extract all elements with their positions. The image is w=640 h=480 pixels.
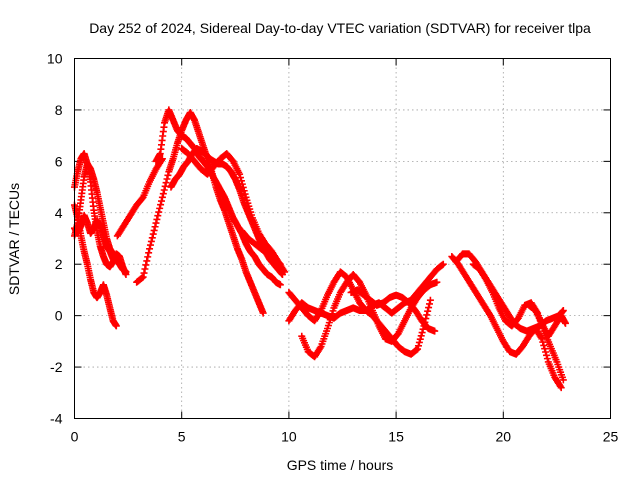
y-tick-label: 2 (55, 256, 63, 272)
data-point-interp (316, 344, 324, 352)
data-point (439, 260, 447, 268)
data-point-interp (424, 307, 432, 315)
data-point (112, 322, 120, 330)
data-point (139, 273, 147, 281)
data-point-interp (153, 215, 161, 223)
data-point-interp (162, 179, 170, 187)
data-point-interp (155, 208, 163, 216)
data-point-interp (140, 269, 148, 277)
data-point-interp (156, 204, 164, 212)
data-point-interp (147, 237, 155, 245)
data-point-interp (238, 180, 246, 188)
y-tick-label: 4 (55, 205, 63, 221)
x-axis-label: GPS time / hours (287, 457, 394, 473)
data-point-interp (146, 241, 154, 249)
data-point-interp (150, 226, 158, 234)
data-point-interp (543, 355, 551, 363)
data-point-interp (280, 266, 288, 274)
y-tick-label: -2 (50, 359, 63, 375)
data-point-interp (416, 335, 424, 343)
x-tick-label: 5 (178, 429, 186, 445)
data-point-interp (144, 253, 152, 261)
data-point (538, 335, 546, 343)
data-point-interp (542, 348, 550, 356)
data-point-interp (142, 261, 150, 269)
data-point-interp (145, 249, 153, 257)
data-point-interp (157, 197, 165, 205)
y-tick-label: 0 (55, 308, 63, 324)
data-points (71, 106, 569, 392)
data-point-interp (149, 230, 157, 238)
data-point-interp (143, 257, 151, 265)
data-point-interp (148, 234, 156, 242)
x-tick-label: 15 (388, 429, 404, 445)
data-point (146, 245, 154, 253)
y-tick-label: -4 (50, 411, 63, 427)
data-point-interp (418, 329, 426, 337)
data-point-interp (415, 338, 423, 346)
data-point-interp (154, 212, 162, 220)
data-point-interp (157, 201, 165, 209)
plot-frame (74, 58, 611, 419)
data-point-interp (542, 351, 550, 359)
data-point-interp (237, 174, 245, 182)
data-point-interp (316, 308, 324, 316)
data-point-interp (141, 265, 149, 273)
data-point (414, 345, 422, 353)
data-point (158, 193, 166, 201)
data-point-interp (541, 345, 549, 353)
data-point-interp (151, 223, 159, 231)
chart-title: Day 252 of 2024, Sidereal Day-to-day VTE… (89, 20, 591, 36)
y-tick-label: 10 (47, 51, 63, 67)
data-point (559, 307, 567, 314)
y-tick-labels: -4 -2 0 2 4 6 8 10 (47, 51, 63, 427)
y-tick-label: 6 (55, 153, 63, 169)
data-point-interp (160, 186, 168, 194)
data-point (426, 296, 434, 304)
x-tick-labels: 0 5 10 15 20 25 (71, 429, 619, 445)
data-point (559, 376, 567, 384)
data-point (122, 268, 130, 276)
x-tick-label: 10 (281, 429, 297, 445)
y-tick-label: 8 (55, 102, 63, 118)
data-point (152, 219, 160, 227)
data-point (433, 278, 441, 286)
x-tick-label: 25 (603, 429, 619, 445)
data-point (431, 327, 439, 335)
data-point-interp (241, 190, 249, 198)
data-point (276, 281, 284, 289)
data-point (281, 268, 289, 276)
data-point-interp (163, 175, 171, 183)
x-tick-label: 0 (71, 429, 79, 445)
y-axis-label: SDTVAR / TECUs (6, 183, 22, 295)
data-point-interp (417, 332, 425, 340)
x-tick-label: 20 (496, 429, 512, 445)
data-point-interp (159, 190, 167, 198)
data-point-interp (240, 187, 248, 195)
data-point (557, 384, 565, 392)
data-point-interp (237, 177, 245, 185)
data-point-interp (414, 342, 422, 350)
data-point-interp (164, 171, 172, 179)
data-point-interp (425, 300, 433, 308)
data-point-interp (239, 183, 247, 191)
data-point (561, 319, 569, 327)
data-point (276, 260, 284, 268)
data-point (109, 255, 117, 263)
data-point (236, 170, 244, 178)
data-point-interp (556, 382, 564, 390)
data-point (259, 309, 267, 317)
data-point-interp (423, 311, 431, 319)
data-point-interp (540, 341, 548, 349)
data-point-interp (425, 304, 433, 312)
